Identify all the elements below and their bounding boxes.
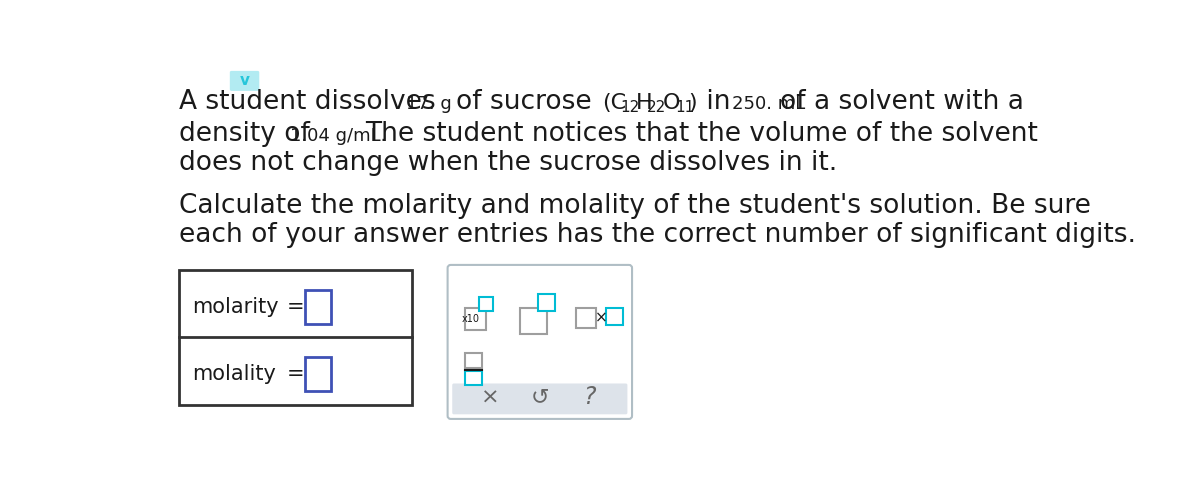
Text: ↺: ↺ xyxy=(530,387,550,407)
Text: molality: molality xyxy=(192,364,276,384)
Bar xyxy=(464,353,481,368)
Text: molarity: molarity xyxy=(192,297,278,317)
Text: 12: 12 xyxy=(620,101,640,116)
FancyBboxPatch shape xyxy=(230,71,259,91)
Bar xyxy=(305,290,331,324)
Bar xyxy=(305,357,331,391)
Text: of sucrose: of sucrose xyxy=(456,89,600,115)
FancyBboxPatch shape xyxy=(452,384,628,414)
Text: ×: × xyxy=(481,387,499,407)
Text: O: O xyxy=(662,93,679,113)
Text: =: = xyxy=(287,297,304,317)
Text: v: v xyxy=(240,73,250,88)
Text: H: H xyxy=(636,93,653,113)
Bar xyxy=(180,270,412,405)
Text: The student notices that the volume of the solvent: The student notices that the volume of t… xyxy=(366,121,1038,147)
Text: 17. g: 17. g xyxy=(406,95,451,113)
FancyBboxPatch shape xyxy=(448,265,632,419)
Bar xyxy=(479,297,492,311)
Text: 11: 11 xyxy=(676,101,695,116)
Bar xyxy=(521,308,547,334)
Text: each of your answer entries has the correct number of significant digits.: each of your answer entries has the corr… xyxy=(180,222,1136,248)
Text: 250. mL: 250. mL xyxy=(732,95,805,113)
Bar xyxy=(576,308,596,328)
Text: 22: 22 xyxy=(647,101,666,116)
Bar xyxy=(538,294,554,311)
Bar xyxy=(464,308,486,329)
Text: A student dissolves: A student dissolves xyxy=(180,89,444,115)
Text: of a solvent with a: of a solvent with a xyxy=(780,89,1024,115)
Text: (C: (C xyxy=(602,93,626,113)
Bar xyxy=(464,371,481,385)
Bar xyxy=(606,308,623,325)
Text: density of: density of xyxy=(180,121,319,147)
Text: x10: x10 xyxy=(462,314,480,324)
Text: ?: ? xyxy=(583,386,596,409)
Text: in: in xyxy=(698,89,739,115)
Text: ): ) xyxy=(689,93,697,113)
Text: Calculate the molarity and molality of the student's solution. Be sure: Calculate the molarity and molality of t… xyxy=(180,193,1091,219)
Text: 1.04 g/mL.: 1.04 g/mL. xyxy=(289,127,386,145)
Text: =: = xyxy=(287,364,304,384)
Text: ×: × xyxy=(595,310,607,325)
Text: does not change when the sucrose dissolves in it.: does not change when the sucrose dissolv… xyxy=(180,150,838,176)
